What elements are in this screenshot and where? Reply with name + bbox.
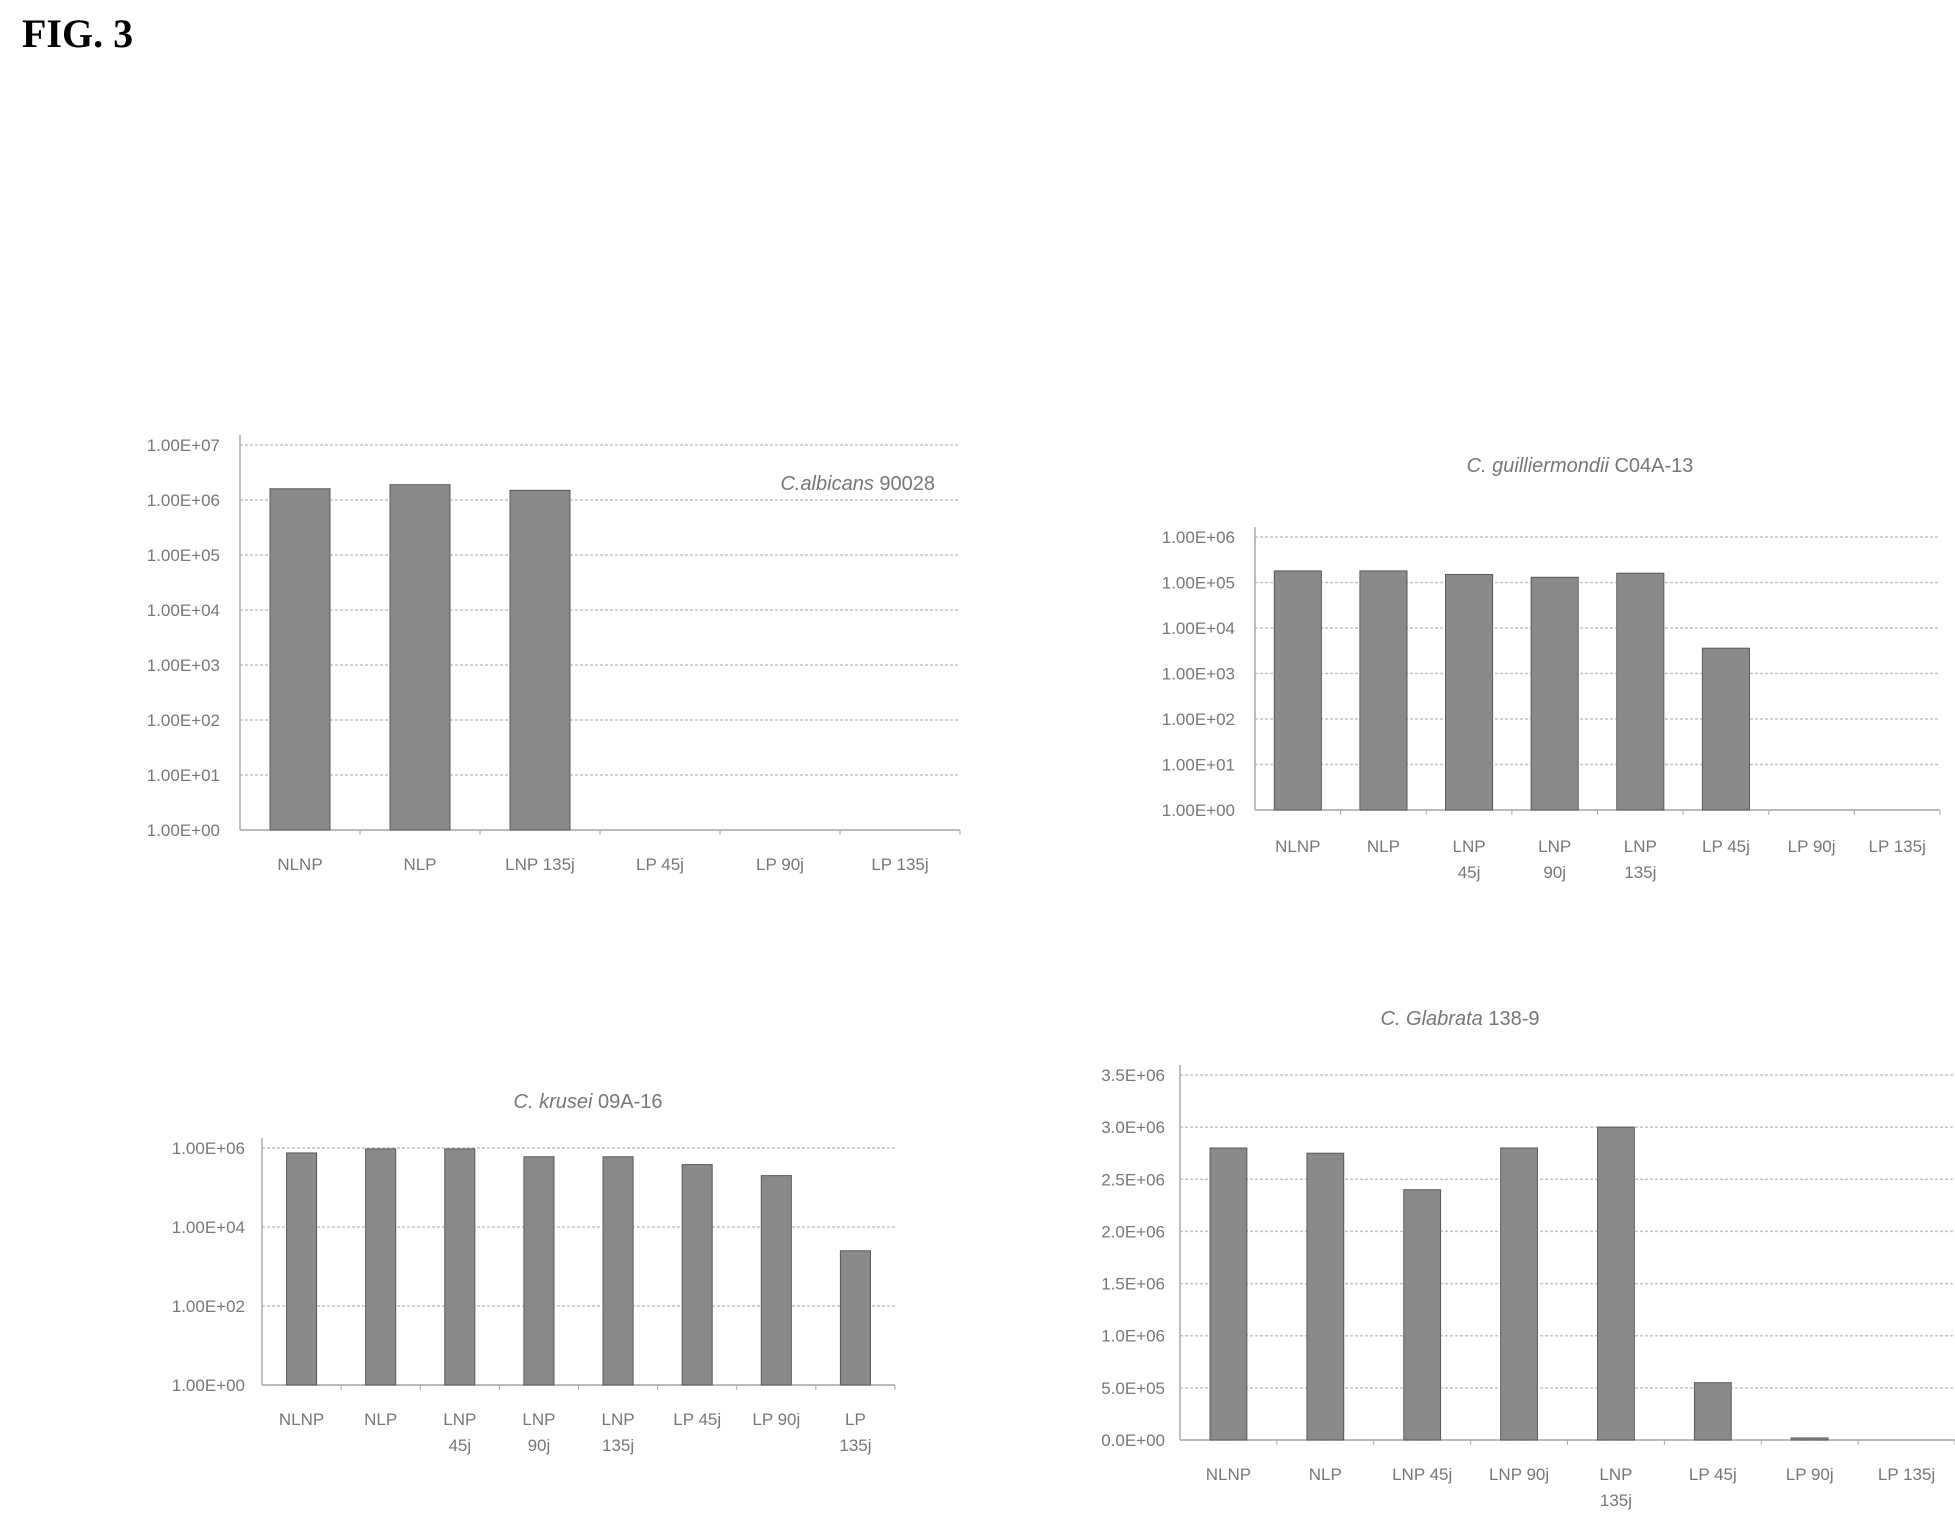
category-label: LP 45j — [673, 1410, 721, 1429]
y-tick-label: 1.00E+07 — [147, 436, 220, 455]
chart-title: C. Glabrata 138-9 — [1381, 1008, 1540, 1030]
category-label: NLNP — [277, 855, 322, 874]
category-label: LP 45j — [1689, 1465, 1737, 1484]
bar — [760, 1175, 792, 1386]
y-tick-label: 3.0E+06 — [1101, 1118, 1165, 1137]
y-tick-label: 2.0E+06 — [1101, 1222, 1165, 1241]
category-label: LNP 90j — [1538, 837, 1571, 882]
y-tick-label: 1.00E+03 — [1162, 665, 1235, 684]
y-tick-label: 1.00E+05 — [147, 546, 220, 565]
y-tick-label: 1.00E+04 — [172, 1218, 245, 1237]
category-label: LP 135j — [1878, 1465, 1935, 1484]
bar — [1530, 576, 1579, 811]
category-label: NLNP — [279, 1410, 324, 1429]
y-tick-label: 1.00E+06 — [1162, 528, 1235, 547]
bar — [1359, 570, 1408, 811]
bar — [1701, 647, 1750, 811]
y-tick-label: 1.00E+04 — [147, 601, 220, 620]
y-tick-label: 1.00E+06 — [172, 1139, 245, 1158]
bar — [1500, 1147, 1538, 1441]
category-label: LP 90j — [1788, 837, 1836, 856]
bar — [1445, 573, 1494, 811]
y-tick-label: 1.00E+00 — [147, 821, 220, 840]
chart-title: C. guilliermondii C04A-13 — [1467, 455, 1694, 477]
category-label: LNP 135j — [505, 855, 575, 874]
bar — [286, 1152, 318, 1386]
bar — [389, 484, 451, 831]
bar — [1790, 1437, 1829, 1441]
category-label: LNP 45j — [1392, 1465, 1452, 1484]
category-label: LP 45j — [1702, 837, 1750, 856]
category-label: LP 135j — [871, 855, 928, 874]
figure-label: FIG. 3 — [22, 11, 134, 56]
bar — [602, 1156, 634, 1386]
y-tick-label: 1.00E+01 — [1162, 756, 1235, 775]
y-tick-label: 1.5E+06 — [1101, 1275, 1165, 1294]
category-label: LP 135j — [1869, 837, 1926, 856]
y-tick-label: 1.00E+02 — [1162, 710, 1235, 729]
y-tick-label: 1.00E+03 — [147, 656, 220, 675]
category-label: LNP 135j — [1599, 1465, 1632, 1510]
bar — [1209, 1147, 1248, 1441]
category-label: LNP 90j — [522, 1410, 555, 1455]
category-label: LNP 45j — [1453, 837, 1486, 882]
category-label: LP 90j — [756, 855, 804, 874]
bar — [509, 489, 571, 831]
category-label: LNP 135j — [602, 1410, 635, 1455]
category-label: LNP 45j — [443, 1410, 476, 1455]
y-tick-label: 1.00E+02 — [147, 711, 220, 730]
category-label: LP 135j — [839, 1410, 871, 1455]
bar — [1693, 1382, 1732, 1441]
category-label: LNP 135j — [1624, 837, 1657, 882]
category-label: LP 45j — [636, 855, 684, 874]
y-tick-label: 2.5E+06 — [1101, 1170, 1165, 1189]
category-label: NLNP — [1206, 1465, 1251, 1484]
y-tick-label: 1.00E+00 — [1162, 801, 1235, 820]
y-tick-label: 1.00E+01 — [147, 766, 220, 785]
bar — [839, 1250, 871, 1386]
y-tick-label: 5.0E+05 — [1101, 1379, 1165, 1398]
category-label: NLP — [403, 855, 436, 874]
category-label: NLP — [1309, 1465, 1342, 1484]
bar — [523, 1156, 555, 1386]
bar — [681, 1164, 713, 1386]
bar — [269, 488, 331, 831]
y-tick-label: 0.0E+00 — [1101, 1431, 1165, 1450]
category-label: NLNP — [1275, 837, 1320, 856]
bar — [1597, 1126, 1635, 1441]
chart-title: C. krusei 09A-16 — [514, 1091, 663, 1113]
y-tick-label: 1.00E+06 — [147, 491, 220, 510]
category-label: LP 90j — [1786, 1465, 1834, 1484]
y-tick-label: 1.0E+06 — [1101, 1327, 1165, 1346]
category-label: LP 90j — [752, 1410, 800, 1429]
y-tick-label: 1.00E+04 — [1162, 619, 1235, 638]
category-label: NLP — [1367, 837, 1400, 856]
bar — [1403, 1189, 1442, 1441]
y-tick-label: 1.00E+02 — [172, 1297, 245, 1316]
y-tick-label: 1.00E+00 — [172, 1376, 245, 1395]
bar — [444, 1148, 476, 1386]
y-tick-label: 1.00E+05 — [1162, 574, 1235, 593]
y-tick-label: 3.5E+06 — [1101, 1066, 1165, 1085]
bar — [1273, 570, 1322, 811]
bar — [365, 1148, 397, 1386]
bar — [1306, 1152, 1345, 1441]
bar — [1616, 572, 1665, 811]
category-label: NLP — [364, 1410, 397, 1429]
chart-title: C.albicans 90028 — [780, 473, 935, 495]
category-label: LNP 90j — [1489, 1465, 1549, 1484]
